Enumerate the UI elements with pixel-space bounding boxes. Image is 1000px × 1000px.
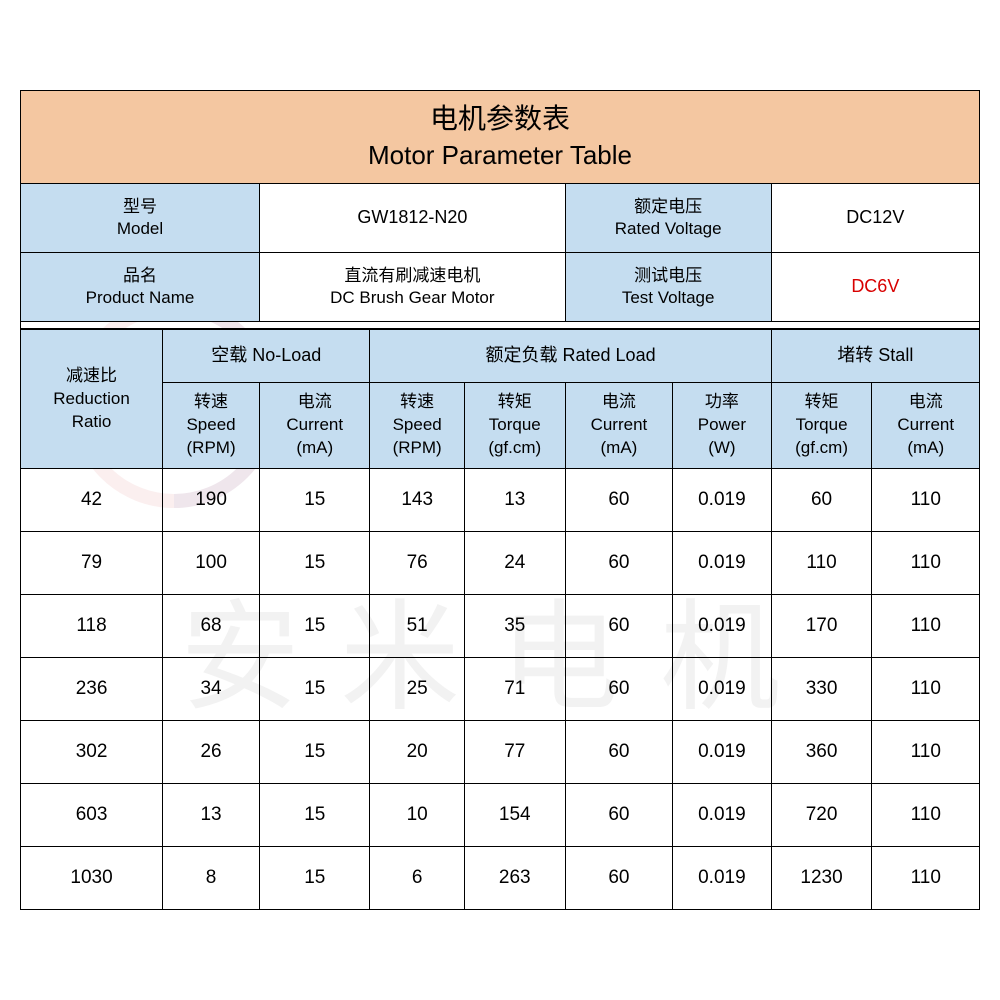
cell-st_torque: 110 [771, 532, 872, 595]
cell-rl_speed: 6 [370, 847, 464, 910]
cell-ratio: 603 [21, 784, 163, 847]
cell-st_cur: 110 [872, 658, 980, 721]
cell-rl_cur: 60 [565, 595, 672, 658]
cell-nl_cur: 15 [260, 532, 370, 595]
cell-nl_cur: 15 [260, 595, 370, 658]
model-label: 型号 Model [21, 184, 260, 253]
cell-rl_torque: 71 [464, 658, 565, 721]
cell-nl_cur: 15 [260, 847, 370, 910]
cell-st_cur: 110 [872, 721, 980, 784]
test-voltage-value: DC6V [771, 253, 979, 322]
rated-voltage-label: 额定电压 Rated Voltage [565, 184, 771, 253]
cell-st_cur: 110 [872, 532, 980, 595]
cell-rl_power: 0.019 [673, 658, 772, 721]
col-ratio: 减速比 Reduction Ratio [21, 329, 163, 468]
cell-rl_torque: 154 [464, 784, 565, 847]
cell-rl_torque: 263 [464, 847, 565, 910]
table-row: 79100157624600.019110110 [21, 532, 980, 595]
cell-rl_torque: 35 [464, 595, 565, 658]
cell-rl_torque: 77 [464, 721, 565, 784]
group-stall: 堵转 Stall [771, 329, 979, 383]
cell-st_cur: 110 [872, 847, 980, 910]
cell-ratio: 42 [21, 469, 163, 532]
table-row: 603131510154600.019720110 [21, 784, 980, 847]
cell-nl_speed: 13 [163, 784, 260, 847]
table-row: 10308156263600.0191230110 [21, 847, 980, 910]
cell-st_cur: 110 [872, 784, 980, 847]
col-st-current: 电流Current(mA) [872, 383, 980, 469]
cell-rl_cur: 60 [565, 469, 672, 532]
cell-st_torque: 60 [771, 469, 872, 532]
model-value: GW1812-N20 [260, 184, 566, 253]
col-rl-power: 功率Power(W) [673, 383, 772, 469]
cell-st_torque: 1230 [771, 847, 872, 910]
cell-rl_cur: 60 [565, 847, 672, 910]
cell-rl_cur: 60 [565, 784, 672, 847]
cell-rl_speed: 10 [370, 784, 464, 847]
cell-rl_power: 0.019 [673, 721, 772, 784]
cell-ratio: 1030 [21, 847, 163, 910]
cell-rl_power: 0.019 [673, 532, 772, 595]
cell-st_torque: 170 [771, 595, 872, 658]
cell-ratio: 302 [21, 721, 163, 784]
col-nl-speed: 转速Speed(RPM) [163, 383, 260, 469]
cell-st_torque: 330 [771, 658, 872, 721]
cell-nl_speed: 190 [163, 469, 260, 532]
cell-nl_speed: 34 [163, 658, 260, 721]
cell-rl_power: 0.019 [673, 784, 772, 847]
title-en: Motor Parameter Table [21, 139, 980, 183]
group-rated: 额定负载 Rated Load [370, 329, 771, 383]
cell-ratio: 79 [21, 532, 163, 595]
cell-rl_power: 0.019 [673, 847, 772, 910]
cell-ratio: 118 [21, 595, 163, 658]
motor-parameter-table: 电机参数表 Motor Parameter Table 型号 Model GW1… [20, 90, 980, 910]
cell-rl_speed: 143 [370, 469, 464, 532]
rated-voltage-value: DC12V [771, 184, 979, 253]
table-row: 11868155135600.019170110 [21, 595, 980, 658]
product-label: 品名 Product Name [21, 253, 260, 322]
group-noload: 空载 No-Load [163, 329, 370, 383]
cell-nl_speed: 8 [163, 847, 260, 910]
cell-rl_speed: 20 [370, 721, 464, 784]
cell-st_torque: 360 [771, 721, 872, 784]
cell-rl_cur: 60 [565, 532, 672, 595]
cell-nl_cur: 15 [260, 469, 370, 532]
title-cn: 电机参数表 [21, 91, 980, 140]
cell-rl_power: 0.019 [673, 595, 772, 658]
cell-nl_cur: 15 [260, 784, 370, 847]
col-st-torque: 转矩Torque(gf.cm) [771, 383, 872, 469]
cell-nl_speed: 26 [163, 721, 260, 784]
col-nl-current: 电流Current(mA) [260, 383, 370, 469]
cell-st_torque: 720 [771, 784, 872, 847]
cell-nl_speed: 100 [163, 532, 260, 595]
test-voltage-label: 测试电压 Test Voltage [565, 253, 771, 322]
cell-ratio: 236 [21, 658, 163, 721]
cell-rl_speed: 25 [370, 658, 464, 721]
table-row: 30226152077600.019360110 [21, 721, 980, 784]
cell-rl_speed: 51 [370, 595, 464, 658]
cell-nl_cur: 15 [260, 721, 370, 784]
col-rl-speed: 转速Speed(RPM) [370, 383, 464, 469]
cell-st_cur: 110 [872, 469, 980, 532]
col-rl-torque: 转矩Torque(gf.cm) [464, 383, 565, 469]
cell-rl_torque: 24 [464, 532, 565, 595]
cell-nl_cur: 15 [260, 658, 370, 721]
table-row: 23634152571600.019330110 [21, 658, 980, 721]
col-rl-current: 电流Current(mA) [565, 383, 672, 469]
cell-rl_cur: 60 [565, 658, 672, 721]
product-value: 直流有刷减速电机 DC Brush Gear Motor [260, 253, 566, 322]
cell-rl_speed: 76 [370, 532, 464, 595]
table-row: 421901514313600.01960110 [21, 469, 980, 532]
cell-nl_speed: 68 [163, 595, 260, 658]
cell-rl_torque: 13 [464, 469, 565, 532]
spacer [21, 322, 980, 330]
cell-rl_cur: 60 [565, 721, 672, 784]
cell-rl_power: 0.019 [673, 469, 772, 532]
cell-st_cur: 110 [872, 595, 980, 658]
